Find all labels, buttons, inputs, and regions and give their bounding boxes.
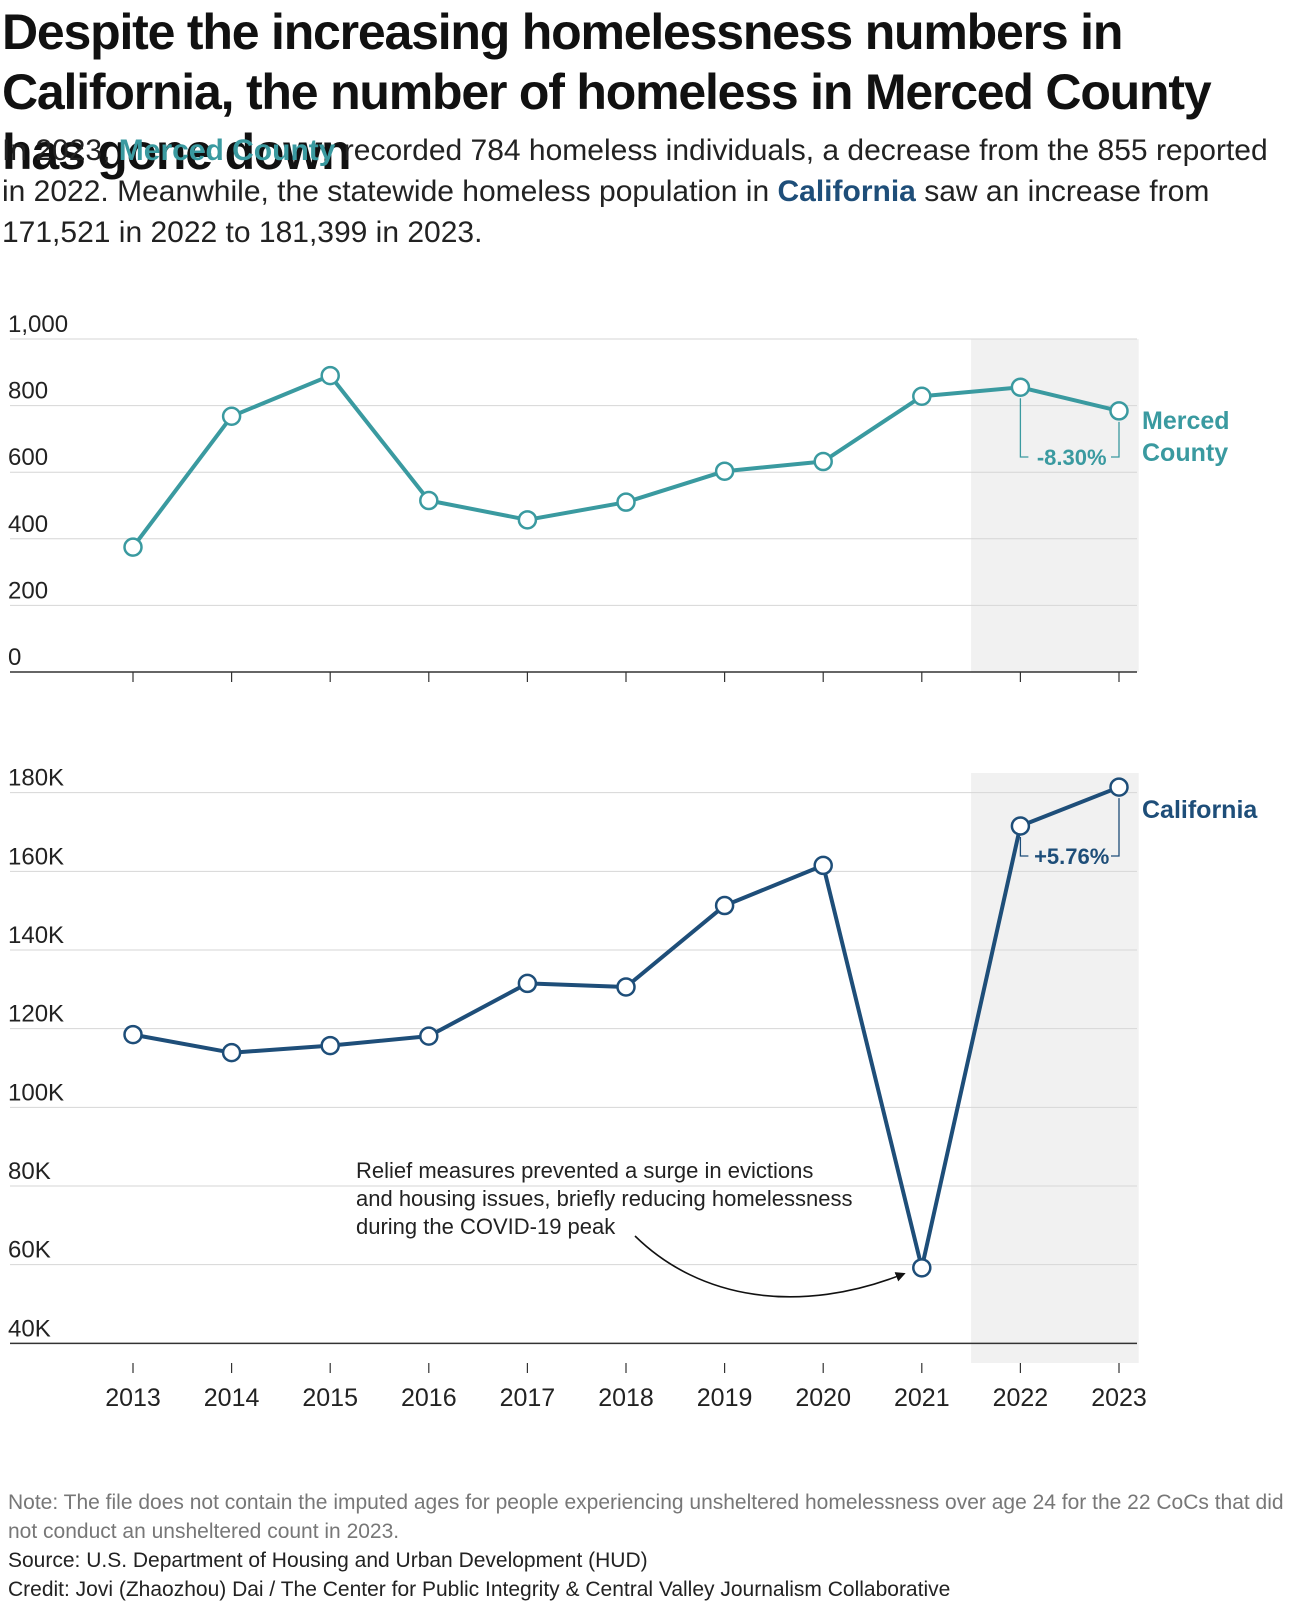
series-label: Merced [1142,407,1230,435]
data-point [912,386,932,407]
california-chart: 40K 60K 80K 100K 120K 140K 160K 180K 2013 2014 201… [8,765,1258,1412]
annotation-arrow [634,1235,906,1298]
data-point [1010,816,1031,836]
x-tick-label: 2022 [993,1384,1049,1412]
data-point [419,1026,439,1046]
data-point [123,537,143,557]
change-label: +5.76% [1034,844,1109,869]
chart-subtitle: In 2023, Merced County recorded 784 home… [2,130,1292,253]
y-tick-label: 600 [8,444,48,471]
data-point [813,855,833,876]
y-tick-label: 40K [8,1315,51,1342]
subtitle-highlight-california: California [777,175,916,208]
subtitle-text-3: saw an increase from 171,521 in 2022 to … [2,175,1210,249]
y-tick-label: 80K [8,1158,51,1185]
series-label: California [1142,796,1258,824]
y-tick-label: 1,000 [8,311,68,338]
data-point [419,490,439,511]
x-tick-label: 2017 [500,1384,556,1412]
x-tick-label: 2020 [795,1384,851,1412]
subtitle-highlight-merced: Merced County [118,134,336,167]
change-label: -8.30% [1037,445,1107,470]
data-point [714,895,735,916]
x-tick-label: 2019 [697,1384,753,1412]
y-tick-label: 800 [8,378,48,405]
chart-title: Despite the increasing homelessness numb… [2,4,1212,180]
x-tick-label: 2013 [105,1384,161,1412]
subtitle-text-2: recorded 784 homeless individuals, a dec… [2,134,1268,208]
x-tick-label: 2015 [302,1384,358,1412]
y-tick-label: 400 [8,511,48,538]
change-bracket [1019,398,1120,458]
y-tick-label: 180K [8,765,64,792]
data-point [616,977,636,997]
y-tick-label: 140K [8,922,64,949]
change-bracket [1019,798,1120,857]
x-tick-label: 2016 [401,1384,457,1412]
data-point [221,1042,242,1063]
y-tick-label: 200 [8,577,48,604]
footer-source: Source: U.S. Department of Housing and U… [8,1549,648,1572]
data-point [1109,401,1129,421]
x-tick-label: 2023 [1091,1384,1147,1412]
merced-county-chart: 0 200 400 600 800 1,000 -8.30% Merced County [8,311,1230,682]
data-point [221,406,242,427]
data-point [320,365,340,386]
y-tick-label: 160K [8,843,64,870]
footer-note: Note: The file does not contain the impu… [8,1491,1284,1543]
data-point [517,510,538,530]
series-label: County [1142,439,1228,467]
data-point [912,1258,932,1278]
y-tick-label: 100K [8,1079,64,1106]
chart-footer: Note: The file does not contain the impu… [8,1488,1288,1604]
footer-credit: Credit: Jovi (Zhaozhou) Dai / The Center… [8,1578,951,1601]
x-tick-label: 2014 [204,1384,260,1412]
y-tick-label: 120K [8,1001,64,1028]
subtitle-text-1: In 2023, [2,134,119,167]
y-tick-label: 0 [8,644,21,671]
data-point [813,451,833,472]
data-point [517,973,538,994]
data-point [1010,377,1031,398]
data-point [1109,777,1129,797]
data-point [714,461,735,481]
annotation-text: and housing issues, briefly reducing hom… [356,1186,853,1211]
x-tick-label: 2021 [894,1384,950,1412]
data-point [616,492,636,512]
data-point [123,1024,143,1045]
x-tick-label: 2018 [598,1384,654,1412]
annotation-text: during the COVID-19 peak [356,1214,616,1239]
annotation-text: Relief measures prevented a surge in evi… [356,1158,813,1183]
homelessness-charts: 0 200 400 600 800 1,000 -8.30% Merced County 40K… [8,311,1258,1412]
y-tick-label: 60K [8,1237,51,1264]
data-point [320,1035,340,1056]
